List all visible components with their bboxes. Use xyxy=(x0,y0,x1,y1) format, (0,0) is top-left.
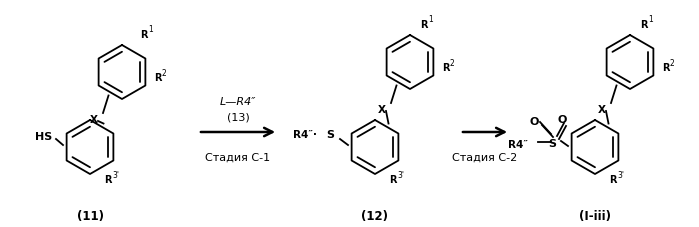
Text: L—R4″: L—R4″ xyxy=(219,96,257,106)
Text: 2: 2 xyxy=(450,59,455,68)
Text: R: R xyxy=(609,174,617,184)
Text: O: O xyxy=(557,114,567,124)
Text: R: R xyxy=(662,63,670,73)
Text: S: S xyxy=(326,129,334,139)
Text: 1: 1 xyxy=(648,15,653,24)
Text: R: R xyxy=(389,174,396,184)
Text: R: R xyxy=(442,63,449,73)
Text: R: R xyxy=(140,30,147,40)
Text: R4″: R4″ xyxy=(508,139,528,149)
Text: S: S xyxy=(548,138,556,148)
Text: 3': 3' xyxy=(397,170,404,179)
Text: R: R xyxy=(104,174,112,184)
Text: 1: 1 xyxy=(428,15,433,24)
Text: 1: 1 xyxy=(148,25,153,34)
Text: X: X xyxy=(598,105,606,114)
Text: 2: 2 xyxy=(670,59,675,68)
Text: X: X xyxy=(90,114,98,124)
Text: Стадия С-1: Стадия С-1 xyxy=(206,152,271,162)
Text: 3': 3' xyxy=(617,170,624,179)
Text: R: R xyxy=(420,20,428,30)
Text: 3': 3' xyxy=(112,170,119,179)
Text: (11): (11) xyxy=(76,209,103,222)
Text: (I-iii): (I-iii) xyxy=(579,209,611,222)
Text: R: R xyxy=(640,20,647,30)
Text: R: R xyxy=(154,73,161,83)
Text: X: X xyxy=(378,105,386,114)
Text: (12): (12) xyxy=(361,209,389,222)
Text: R4″·: R4″· xyxy=(293,129,317,139)
Text: (13): (13) xyxy=(226,113,250,122)
Text: 2: 2 xyxy=(162,69,167,78)
Text: O: O xyxy=(529,116,539,126)
Text: Стадия С-2: Стадия С-2 xyxy=(452,152,518,162)
Text: HS: HS xyxy=(35,131,52,141)
